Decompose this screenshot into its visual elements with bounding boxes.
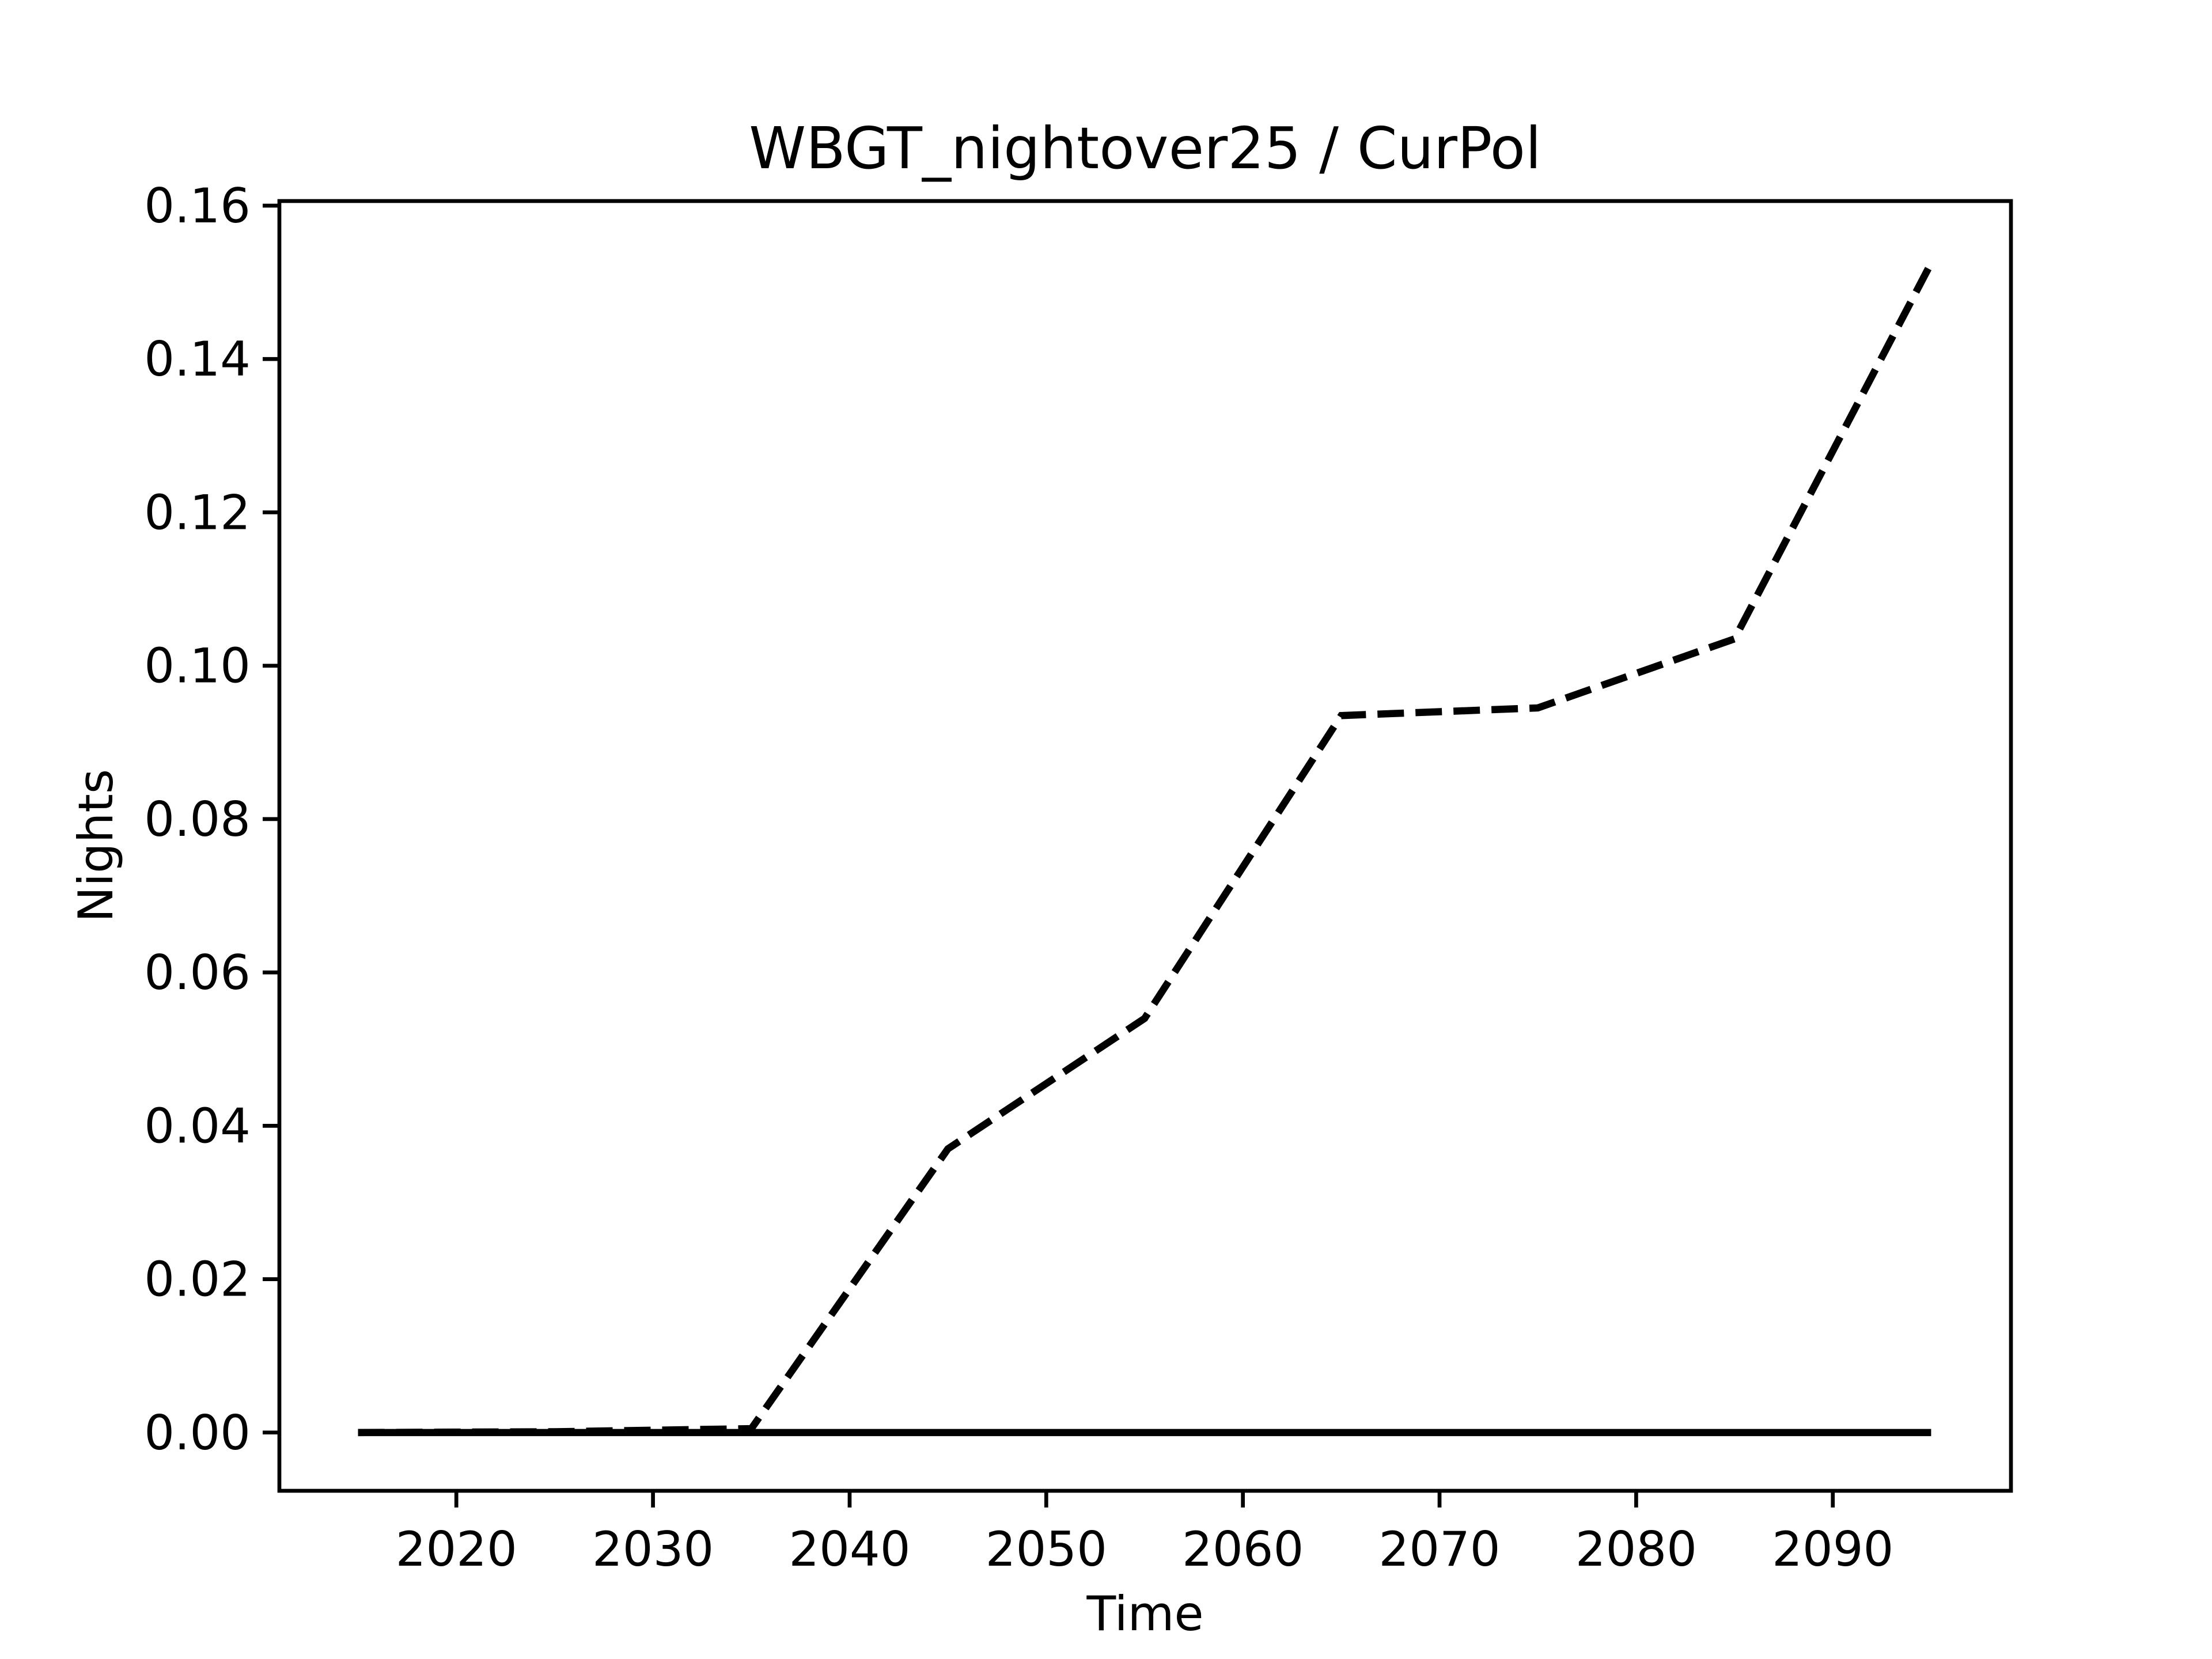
y-tick-label: 0.12 (144, 484, 251, 540)
x-tick-label: 2080 (1575, 1521, 1697, 1577)
x-tick-label: 2050 (986, 1521, 1107, 1577)
y-axis-label: Nights (68, 769, 124, 922)
y-tick-label: 0.04 (144, 1098, 251, 1154)
x-tick-label: 2070 (1378, 1521, 1500, 1577)
y-tick-label: 0.16 (144, 178, 251, 234)
x-tick-label: 2020 (396, 1521, 517, 1577)
y-tick-label: 0.08 (144, 791, 251, 847)
line-series (358, 261, 1934, 1437)
axes-frame (277, 199, 2013, 1493)
y-tick-label: 0.06 (144, 945, 251, 1001)
y-tick-label: 0.10 (144, 638, 251, 694)
x-tick-label: 2090 (1772, 1521, 1893, 1577)
y-tick-label: 0.02 (144, 1252, 251, 1308)
x-tick-label: 2040 (789, 1521, 910, 1577)
chart-title: WBGT_nightover25 / CurPol (749, 115, 1541, 182)
y-tick-label: 0.14 (144, 331, 251, 387)
x-tick-label: 2030 (592, 1521, 714, 1577)
x-tick-label: 2060 (1182, 1521, 1304, 1577)
y-tick-label: 0.00 (144, 1405, 251, 1461)
x-axis-label: Time (1086, 1586, 1203, 1642)
